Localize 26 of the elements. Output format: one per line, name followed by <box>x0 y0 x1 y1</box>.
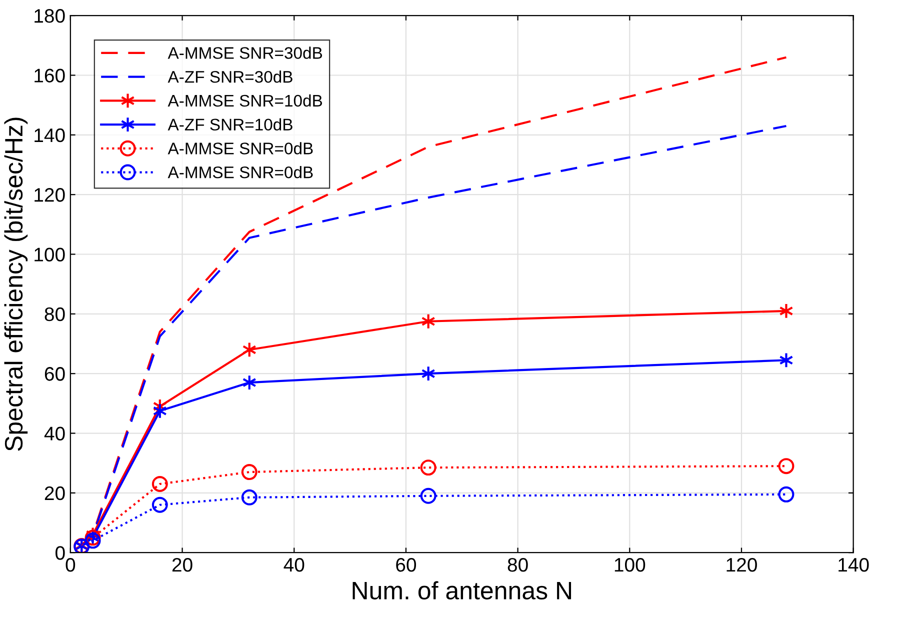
y-tick-label: 160 <box>34 68 65 82</box>
y-tick-label: 60 <box>44 367 65 381</box>
x-axis-title: Num. of antennas N <box>352 581 572 600</box>
x-tick-label: 100 <box>614 558 646 572</box>
legend-label: A-MMSE SNR=0dB <box>168 166 313 178</box>
y-tick-label: 80 <box>44 307 65 322</box>
x-tick-label: 140 <box>838 558 869 572</box>
x-tick-label: 60 <box>396 558 416 572</box>
y-tick-label: 0 <box>56 546 65 560</box>
legend-label: A-MMSE SNR=30dB <box>168 46 322 59</box>
y-tick-label: 140 <box>34 128 65 142</box>
y-tick-label: 20 <box>44 486 65 500</box>
y-tick-label: 40 <box>44 426 65 440</box>
y-tick-label: 100 <box>34 248 65 262</box>
legend-label: A-ZF SNR=30dB <box>168 70 292 83</box>
y-tick-label: 180 <box>34 9 65 23</box>
x-tick-label: 40 <box>284 558 304 572</box>
legend-label: A-ZF SNR=10dB <box>168 118 292 131</box>
y-tick-label: 120 <box>34 188 65 202</box>
legend-label: A-MMSE SNR=10dB <box>168 94 322 107</box>
y-axis-title: Spectral efficiency (bit/sec/Hz) <box>4 118 28 451</box>
legend-label: A-MMSE SNR=0dB <box>168 142 313 154</box>
x-tick-label: 20 <box>172 558 192 572</box>
x-tick-label: 120 <box>726 558 757 572</box>
x-tick-label: 80 <box>508 558 528 572</box>
x-tick-label: 0 <box>66 558 76 572</box>
